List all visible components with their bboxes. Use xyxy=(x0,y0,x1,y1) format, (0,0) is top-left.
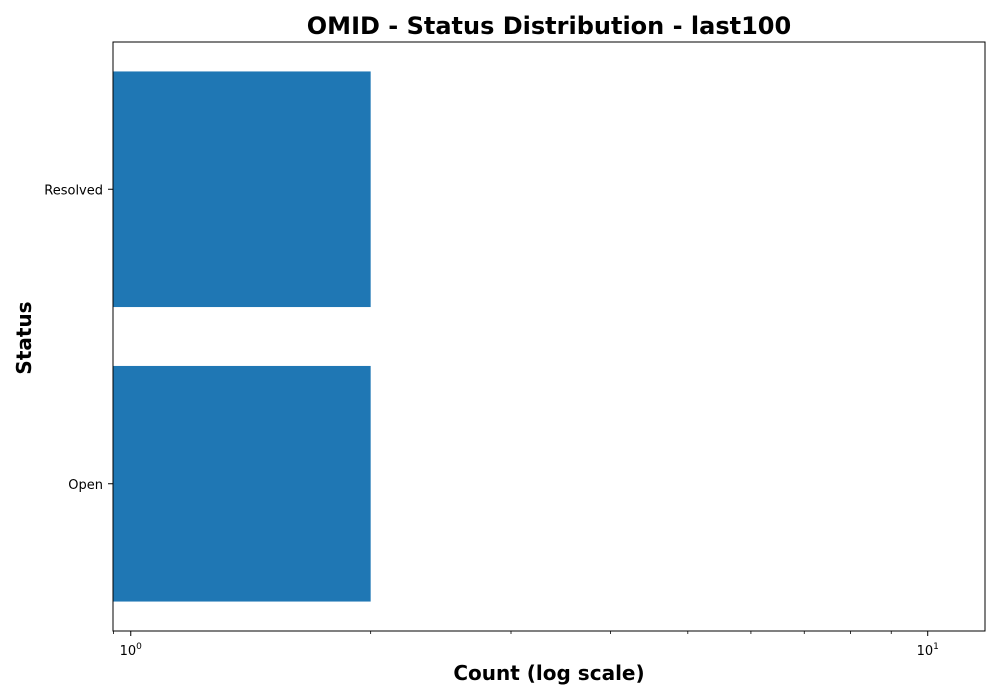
y-tick-label: Open xyxy=(68,478,103,493)
chart-title: OMID - Status Distribution - last100 xyxy=(307,12,791,40)
bar-open xyxy=(113,365,371,602)
x-axis-ticks: 100 101 xyxy=(113,631,939,659)
plot-area-frame xyxy=(112,41,986,632)
bars-group xyxy=(113,71,371,602)
y-axis-ticks: Resolved Open xyxy=(44,183,113,493)
y-tick-label: Resolved xyxy=(44,183,103,198)
bar-resolved xyxy=(113,71,371,308)
x-tick-label: 101 xyxy=(917,642,939,659)
x-tick-label: 100 xyxy=(120,642,143,659)
y-axis-label: Status xyxy=(12,301,36,374)
x-axis-label: Count (log scale) xyxy=(453,661,644,685)
